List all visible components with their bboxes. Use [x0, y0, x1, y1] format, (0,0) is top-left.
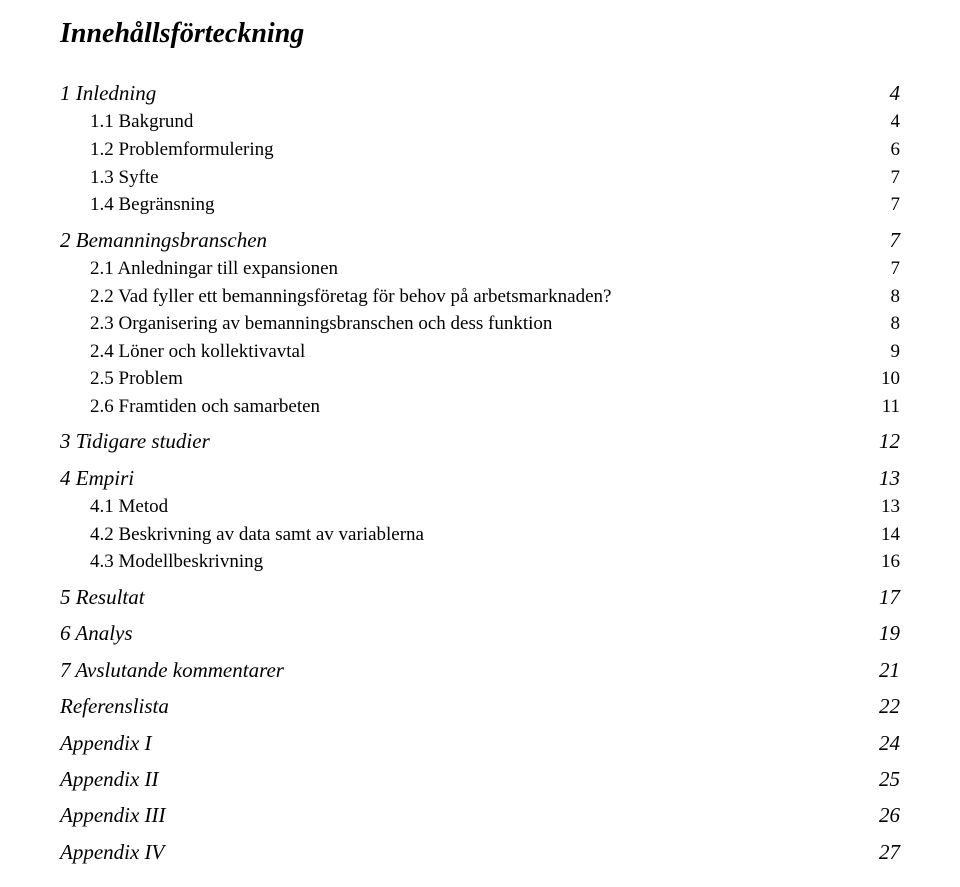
toc-entry-sub: 2.2 Vad fyller ett bemanningsföretag för…: [60, 283, 900, 311]
toc-label: 1.1 Bakgrund: [90, 108, 193, 136]
toc-entry-sub: 2.6 Framtiden och samarbeten 11: [60, 393, 900, 421]
toc-entry-chapter: 2 Bemanningsbranschen 7: [60, 225, 900, 255]
toc-page-number: 7: [872, 225, 900, 255]
toc-label: 2.2 Vad fyller ett bemanningsföretag för…: [90, 283, 611, 311]
toc-label: 7 Avslutande kommentarer: [60, 655, 284, 685]
toc-entry-chapter: Appendix I 24: [60, 728, 900, 758]
toc-label: Referenslista: [60, 691, 169, 721]
toc-entry-sub: 4.3 Modellbeskrivning 16: [60, 548, 900, 576]
toc-label: Appendix III: [60, 800, 166, 830]
toc-entry-chapter: 3 Tidigare studier 12: [60, 426, 900, 456]
toc-page-number: 11: [872, 393, 900, 421]
toc-label: 1.4 Begränsning: [90, 191, 215, 219]
toc-label: 2.1 Anledningar till expansionen: [90, 255, 338, 283]
toc-entry-sub: 1.4 Begränsning 7: [60, 191, 900, 219]
toc-entry-chapter: 6 Analys 19: [60, 618, 900, 648]
toc-page-number: 7: [872, 255, 900, 283]
page-title: Innehållsförteckning: [60, 18, 900, 50]
toc-entry-sub: 2.1 Anledningar till expansionen 7: [60, 255, 900, 283]
toc-entry-chapter: Referenslista 22: [60, 691, 900, 721]
toc-label: 2.3 Organisering av bemanningsbranschen …: [90, 310, 552, 338]
page-container: Innehållsförteckning 1 Inledning 4 1.1 B…: [0, 0, 960, 887]
toc-entry-sub: 2.4 Löner och kollektivavtal 9: [60, 338, 900, 366]
toc-entry-chapter: Appendix IV 27: [60, 837, 900, 867]
toc-label: Appendix II: [60, 764, 159, 794]
toc-page-number: 16: [872, 548, 900, 576]
toc-entry-sub: 1.2 Problemformulering 6: [60, 136, 900, 164]
toc-entry-sub: 1.3 Syfte 7: [60, 164, 900, 192]
toc-page-number: 12: [872, 426, 900, 456]
toc-label: 4.1 Metod: [90, 493, 168, 521]
toc-page-number: 14: [872, 521, 900, 549]
toc-label: Appendix IV: [60, 837, 164, 867]
toc-entry-chapter: 7 Avslutande kommentarer 21: [60, 655, 900, 685]
toc-page-number: 26: [872, 800, 900, 830]
toc-page-number: 9: [872, 338, 900, 366]
toc-label: 2.4 Löner och kollektivavtal: [90, 338, 305, 366]
toc-entry-chapter: 4 Empiri 13: [60, 463, 900, 493]
toc-entry-chapter: 1 Inledning 4: [60, 78, 900, 108]
toc-page-number: 8: [872, 310, 900, 338]
toc-label: 5 Resultat: [60, 582, 145, 612]
toc-entry-chapter: 5 Resultat 17: [60, 582, 900, 612]
toc-entry-sub: 2.5 Problem 10: [60, 365, 900, 393]
toc-page-number: 4: [872, 108, 900, 136]
toc-page-number: 22: [872, 691, 900, 721]
toc-label: 2.6 Framtiden och samarbeten: [90, 393, 320, 421]
toc-entry-sub: 1.1 Bakgrund 4: [60, 108, 900, 136]
table-of-contents: 1 Inledning 4 1.1 Bakgrund 4 1.2 Problem…: [60, 78, 900, 867]
toc-page-number: 13: [872, 493, 900, 521]
toc-label: 6 Analys: [60, 618, 133, 648]
toc-page-number: 10: [872, 365, 900, 393]
toc-label: 1.2 Problemformulering: [90, 136, 274, 164]
toc-page-number: 13: [872, 463, 900, 493]
toc-page-number: 24: [872, 728, 900, 758]
toc-page-number: 21: [872, 655, 900, 685]
toc-entry-sub: 2.3 Organisering av bemanningsbranschen …: [60, 310, 900, 338]
toc-label: 2 Bemanningsbranschen: [60, 225, 267, 255]
toc-entry-sub: 4.2 Beskrivning av data samt av variable…: [60, 521, 900, 549]
toc-label: Appendix I: [60, 728, 152, 758]
toc-label: 4 Empiri: [60, 463, 134, 493]
toc-page-number: 25: [872, 764, 900, 794]
toc-label: 3 Tidigare studier: [60, 426, 210, 456]
toc-page-number: 27: [872, 837, 900, 867]
toc-page-number: 7: [872, 191, 900, 219]
toc-entry-chapter: Appendix II 25: [60, 764, 900, 794]
toc-page-number: 7: [872, 164, 900, 192]
toc-label: 1 Inledning: [60, 78, 156, 108]
toc-label: 2.5 Problem: [90, 365, 183, 393]
toc-page-number: 17: [872, 582, 900, 612]
toc-page-number: 4: [872, 78, 900, 108]
toc-label: 1.3 Syfte: [90, 164, 159, 192]
toc-entry-chapter: Appendix III 26: [60, 800, 900, 830]
toc-entry-sub: 4.1 Metod 13: [60, 493, 900, 521]
toc-label: 4.3 Modellbeskrivning: [90, 548, 263, 576]
toc-page-number: 6: [872, 136, 900, 164]
toc-page-number: 8: [872, 283, 900, 311]
toc-label: 4.2 Beskrivning av data samt av variable…: [90, 521, 424, 549]
toc-page-number: 19: [872, 618, 900, 648]
